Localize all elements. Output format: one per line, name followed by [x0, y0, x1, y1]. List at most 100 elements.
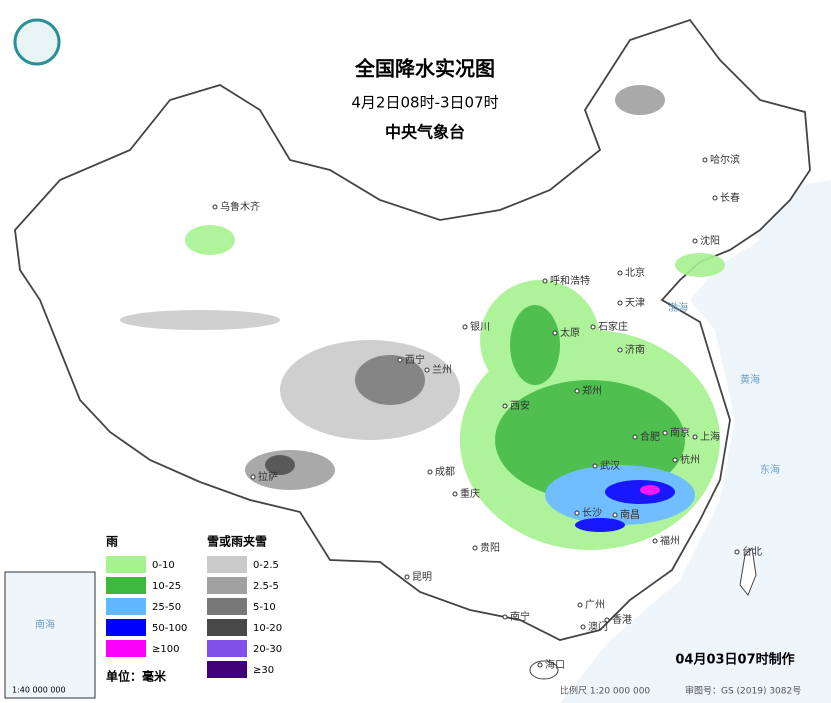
legend: 雨 雪或雨夹雪 单位：毫米 0-10 10-25 25-50 50-100 ≥100 0-… [100, 532, 305, 690]
legend-label: ≥30 [253, 665, 274, 676]
city-marker [574, 510, 580, 516]
legend-label: 0-2.5 [253, 560, 279, 571]
city-label: 长沙 [582, 507, 602, 519]
city-label: 西宁 [405, 353, 425, 366]
legend-label: 10-20 [253, 623, 282, 634]
city-label: 南昌 [620, 508, 640, 521]
city-label: 银川 [470, 320, 490, 333]
city-label: 济南 [625, 343, 645, 356]
city-label: 贵阳 [480, 541, 500, 554]
inset-label: 南海 [35, 618, 55, 631]
issuer: 中央气象台 [385, 123, 465, 142]
city-label: 北京 [625, 266, 645, 279]
city-marker [574, 388, 580, 394]
city-marker [580, 624, 586, 630]
city-marker [404, 574, 410, 580]
hainan [529, 660, 559, 680]
legend-label: 20-30 [253, 644, 282, 655]
city-marker [617, 347, 623, 353]
legend-label: 25-50 [152, 602, 181, 613]
city-marker [617, 300, 623, 306]
city-marker [652, 538, 658, 544]
legend-swatch [207, 598, 247, 615]
snow-area [355, 355, 425, 405]
city-marker [502, 403, 508, 409]
rain-area [575, 518, 625, 532]
city-label: 郑州 [582, 384, 602, 397]
city-label: 长春 [720, 192, 740, 204]
title: 全国降水实况图 [354, 57, 495, 81]
city-marker [617, 270, 623, 276]
precipitation [120, 85, 725, 550]
city-label: 合肥 [640, 430, 660, 443]
city-label: 上海 [700, 430, 720, 443]
city-label: 天津 [625, 297, 645, 309]
legend-swatch [207, 661, 247, 678]
legend-swatch [106, 619, 146, 636]
city-marker [552, 330, 558, 336]
city-marker [672, 457, 678, 463]
city-marker [424, 367, 430, 373]
legend-unit: 单位：毫米 [106, 669, 167, 684]
city-marker [462, 324, 468, 330]
rain-area [185, 225, 235, 255]
made-time: 04月03日07时制作 [675, 652, 794, 668]
city-label: 南京 [670, 426, 690, 439]
city-marker [542, 278, 548, 284]
legend-label: 0-10 [152, 560, 175, 571]
legend-swatch [207, 556, 247, 573]
logo [13, 18, 61, 66]
city-label: 哈尔滨 [710, 153, 740, 166]
rain-area [640, 485, 660, 495]
city-label: 杭州 [680, 453, 700, 466]
city-marker [712, 195, 718, 201]
sea-label: 黄海 [740, 373, 760, 386]
city-label: 昆明 [412, 571, 432, 583]
inset-box [4, 571, 96, 699]
city-marker [612, 512, 618, 518]
city-marker [590, 324, 596, 330]
city-marker [472, 545, 478, 551]
sea-label: 渤海 [668, 301, 688, 314]
city-marker [592, 463, 598, 469]
snow-area [615, 85, 665, 115]
legend-swatch [207, 640, 247, 657]
legend-swatch [207, 577, 247, 594]
legend-swatch [106, 577, 146, 594]
city-label: 石家庄 [598, 320, 628, 333]
rain-area [675, 253, 725, 277]
legend-swatch [207, 619, 247, 636]
city-label: 台北 [742, 545, 762, 558]
subtitle: 4月2日08时-3日07时 [351, 94, 498, 112]
legend-swatch [106, 598, 146, 615]
city-marker [427, 469, 433, 475]
city-label: 海口 [545, 658, 565, 671]
sea-area [560, 180, 831, 703]
city-label: 重庆 [460, 487, 480, 500]
map-scale: 比例尺 1:20 000 000 [560, 685, 650, 697]
approval-number: 审图号：GS (2019) 3082号 [685, 685, 801, 697]
city-marker [250, 474, 256, 480]
city-marker [537, 662, 543, 668]
taiwan [739, 546, 757, 596]
legend-label: 10-25 [152, 581, 181, 592]
city-label: 乌鲁木齐 [220, 200, 260, 213]
legend-title: 雨 [106, 535, 118, 549]
city-marker [397, 357, 403, 363]
city-label: 南宁 [510, 610, 530, 623]
city-marker [212, 204, 218, 210]
legend-title: 雪或雨夹雪 [207, 534, 267, 549]
sea-label: 东海 [760, 463, 780, 476]
city-label: 澳门 [588, 620, 608, 633]
inset-scale: 1:40 000 000 [12, 686, 66, 695]
city-label: 成都 [435, 466, 455, 478]
city-marker [662, 430, 668, 436]
snow-area [265, 455, 295, 475]
city-label: 兰州 [432, 363, 452, 376]
city-marker [577, 602, 583, 608]
rain-area [510, 305, 560, 385]
city-marker [452, 491, 458, 497]
snow-area [120, 310, 280, 330]
city-marker [604, 617, 610, 623]
